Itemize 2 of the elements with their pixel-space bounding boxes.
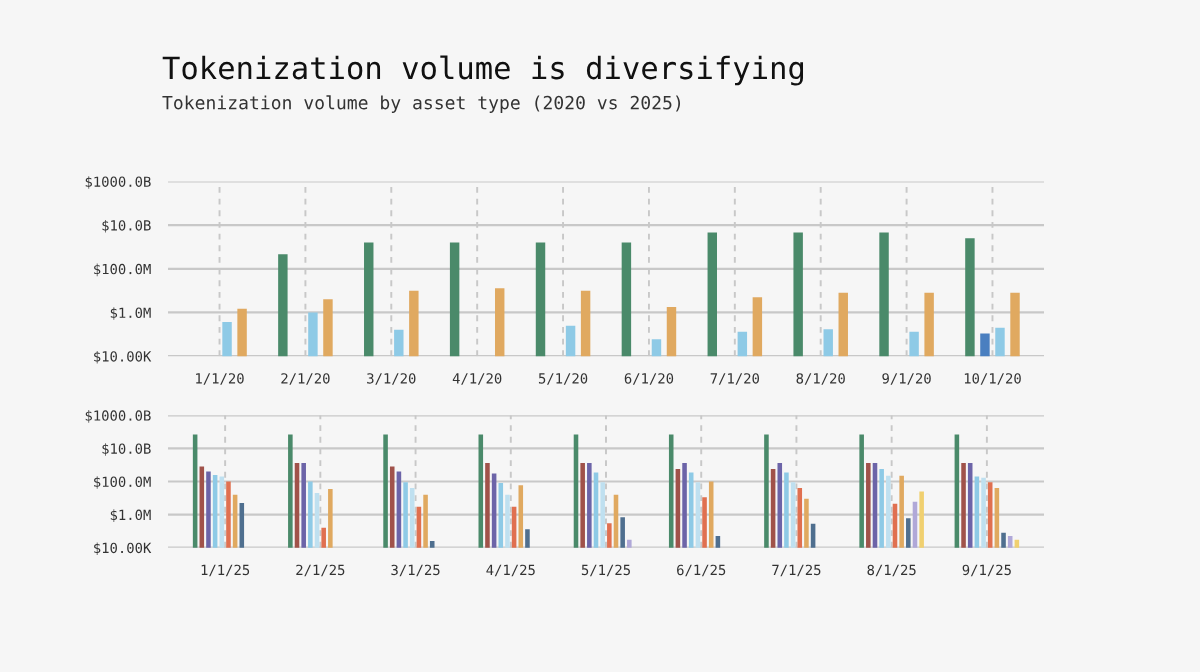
chart-subtitle: Tokenization volume by asset type (2020 vs 2025) xyxy=(162,95,681,113)
chart-title: Tokenization volume is diversifying xyxy=(162,55,804,86)
